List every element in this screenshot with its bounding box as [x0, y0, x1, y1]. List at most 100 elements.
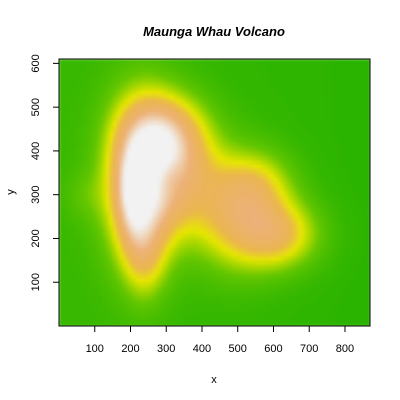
heatmap-cell — [234, 150, 239, 156]
heatmap-cell — [319, 190, 325, 196]
heatmap-cell — [137, 207, 142, 213]
heatmap-cell — [180, 89, 185, 95]
heatmap-cell — [327, 290, 332, 296]
heatmap-cell — [98, 150, 103, 156]
heatmap-cell — [216, 317, 221, 323]
heatmap-cell — [87, 67, 92, 73]
heatmap-cell — [316, 133, 321, 139]
heatmap-cell — [80, 142, 85, 148]
heatmap-cell — [255, 216, 260, 222]
heatmap-cell — [244, 308, 250, 314]
heatmap-cell — [162, 277, 167, 283]
heatmap-cell — [302, 168, 307, 174]
heatmap-cell — [280, 220, 285, 226]
heatmap-cell — [219, 308, 225, 314]
heatmap-cell — [101, 264, 107, 270]
heatmap-cell — [334, 216, 339, 222]
heatmap-cell — [327, 164, 332, 170]
heatmap-cell — [155, 85, 160, 91]
heatmap-cell — [126, 111, 132, 117]
heatmap-cell — [62, 299, 67, 305]
heatmap-cell — [273, 242, 278, 248]
heatmap-cell — [116, 168, 121, 174]
heatmap-cell — [341, 225, 346, 231]
heatmap-cell — [262, 286, 267, 292]
heatmap-cell — [155, 317, 160, 323]
heatmap-cell — [269, 255, 275, 261]
heatmap-cell — [219, 277, 225, 283]
heatmap-cell — [259, 321, 264, 326]
heatmap-cell — [173, 76, 178, 82]
heatmap-cell — [259, 102, 264, 108]
heatmap-cell — [219, 67, 225, 73]
heatmap-cell — [341, 177, 346, 183]
heatmap-cell — [69, 277, 74, 283]
heatmap-cell — [173, 299, 178, 305]
heatmap-cell — [191, 172, 196, 178]
heatmap-cell — [91, 76, 96, 82]
heatmap-cell — [166, 76, 171, 82]
heatmap-cell — [137, 190, 142, 196]
heatmap-cell — [219, 304, 225, 310]
heatmap-cell — [284, 203, 289, 209]
heatmap-cell — [205, 290, 210, 296]
heatmap-cell — [212, 277, 217, 283]
heatmap-cell — [76, 199, 82, 205]
heatmap-cell — [327, 129, 332, 135]
heatmap-cell — [101, 124, 107, 130]
heatmap-cell — [266, 247, 271, 253]
heatmap-cell — [323, 185, 328, 191]
heatmap-cell — [269, 234, 275, 240]
heatmap-cell — [105, 172, 110, 178]
heatmap-cell — [269, 115, 275, 121]
heatmap-cell — [62, 247, 67, 253]
heatmap-cell — [209, 59, 214, 64]
heatmap-cell — [337, 159, 342, 165]
heatmap-cell — [94, 242, 99, 248]
heatmap-cell — [287, 277, 292, 283]
heatmap-cell — [230, 115, 235, 121]
heatmap-cell — [305, 159, 310, 165]
heatmap-cell — [269, 80, 275, 86]
heatmap-cell — [144, 199, 149, 205]
heatmap-cell — [205, 277, 210, 283]
heatmap-cell — [173, 98, 178, 104]
heatmap-cell — [119, 251, 124, 257]
heatmap-cell — [212, 115, 217, 121]
heatmap-cell — [134, 133, 139, 139]
heatmap-cell — [191, 260, 196, 266]
heatmap-cell — [223, 185, 228, 191]
heatmap-cell — [316, 102, 321, 108]
heatmap-cell — [266, 207, 271, 213]
heatmap-cell — [173, 308, 178, 314]
heatmap-cell — [237, 255, 242, 261]
heatmap-cell — [155, 172, 160, 178]
heatmap-cell — [223, 203, 228, 209]
heatmap-cell — [144, 220, 149, 226]
heatmap-cell — [344, 80, 350, 86]
heatmap-cell — [137, 111, 142, 117]
heatmap-cell — [66, 247, 71, 253]
heatmap-cell — [169, 220, 174, 226]
heatmap-cell — [151, 269, 157, 275]
heatmap-cell — [284, 94, 289, 99]
heatmap-cell — [280, 72, 285, 78]
heatmap-cell — [269, 312, 275, 318]
heatmap-cell — [305, 299, 310, 305]
heatmap-cell — [166, 107, 171, 113]
heatmap-cell — [277, 238, 282, 244]
heatmap-cell — [166, 277, 171, 283]
heatmap-cell — [252, 251, 257, 257]
heatmap-cell — [80, 277, 85, 283]
heatmap-cell — [341, 203, 346, 209]
heatmap-cell — [169, 234, 174, 240]
heatmap-cell — [298, 199, 303, 205]
heatmap-cell — [330, 164, 335, 170]
heatmap-cell — [94, 107, 99, 113]
heatmap-cell — [112, 63, 117, 69]
heatmap-cell — [209, 317, 214, 323]
heatmap-cell — [223, 229, 228, 235]
heatmap-cell — [87, 168, 92, 174]
heatmap-cell — [109, 76, 114, 82]
heatmap-cell — [337, 251, 342, 257]
